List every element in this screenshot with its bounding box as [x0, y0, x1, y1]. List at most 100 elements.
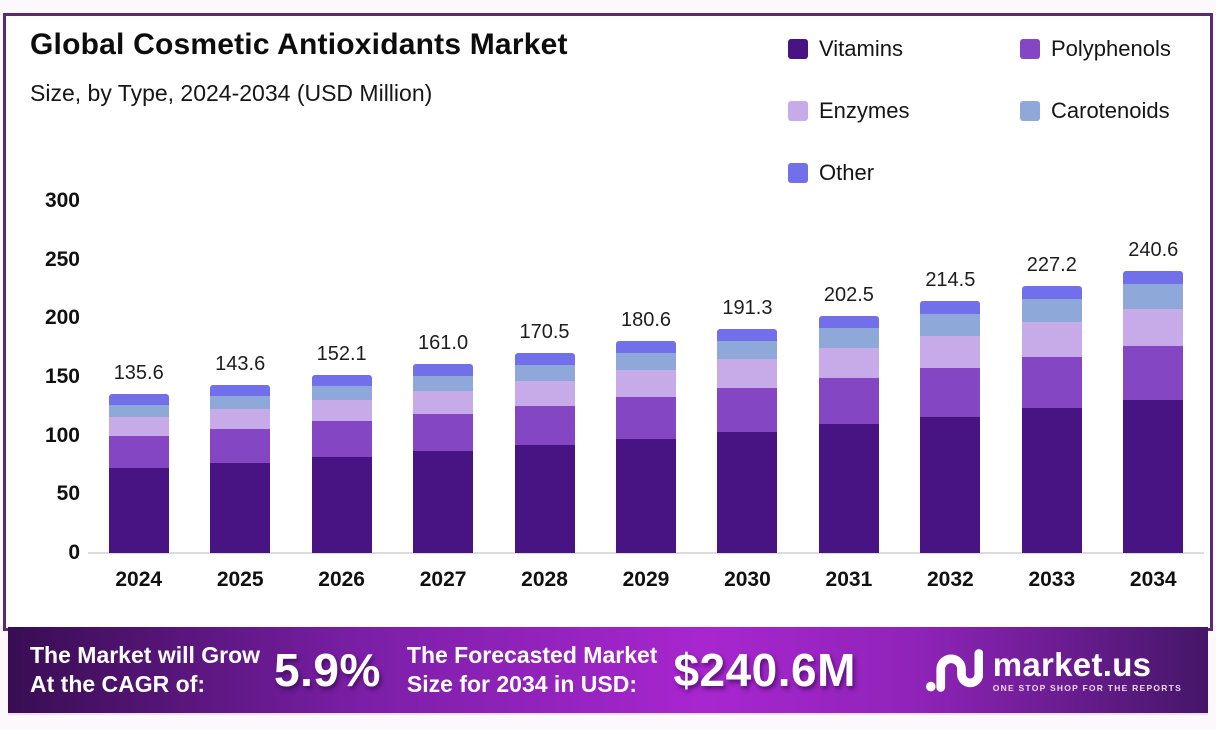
cagr-label: The Market will Grow At the CAGR of: [30, 641, 260, 700]
segment-carotenoids-2029 [615, 353, 676, 371]
y-axis-tick-label: 150 [44, 365, 80, 388]
segment-enzymes-2031 [818, 347, 879, 379]
x-axis-label-2030: 2030 [724, 568, 771, 591]
x-axis-label-2029: 2029 [622, 568, 670, 591]
legend-item-polyphenols: Polyphenols [1020, 36, 1171, 62]
segment-enzymes-2027 [413, 390, 474, 414]
segment-polyphenols-2032 [920, 368, 981, 417]
legend-label: Carotenoids [1051, 98, 1170, 123]
bar-chart-plot-area: 135.6 143.6 152.1 161.0 170.5 180.6 191.3 202.5… [88, 170, 1204, 553]
segment-enzymes-2028 [514, 380, 575, 406]
bar-slot-2029: 180.6 [595, 170, 696, 553]
segment-other-2032 [920, 301, 981, 315]
page-title: Global Cosmetic Antioxidants Market [30, 28, 568, 61]
bar-2029 [615, 341, 676, 553]
segment-enzymes-2029 [615, 370, 676, 397]
segment-vitamins-2032 [920, 416, 981, 553]
segment-enzymes-2033 [1021, 322, 1082, 358]
legend-swatch-polyphenols [1020, 39, 1040, 59]
legend-item-other: Other [788, 160, 1020, 186]
segment-vitamins-2027 [413, 451, 474, 553]
bar-2030 [717, 328, 778, 553]
segment-enzymes-2034 [1123, 308, 1184, 346]
x-axis-label-2028: 2028 [521, 568, 568, 591]
x-axis-label-2031: 2031 [825, 568, 873, 591]
bar-value-label: 161.0 [418, 332, 469, 355]
y-axis-tick-label: 200 [44, 306, 80, 330]
cagr-label-line1: The Market will Grow [30, 641, 261, 668]
x-axis-label-2027: 2027 [419, 568, 467, 591]
legend-label: Other [819, 160, 875, 185]
segment-carotenoids-2030 [717, 340, 778, 360]
legend-label: Polyphenols [1051, 36, 1171, 61]
legend: Vitamins Polyphenols Enzymes Carotenoids… [788, 36, 1171, 186]
forecast-value: $240.6M [673, 644, 856, 696]
brand-name: market.us [992, 645, 1152, 683]
segment-carotenoids-2034 [1123, 283, 1184, 309]
bar-slot-2032: 214.5 [900, 170, 1001, 553]
cagr-value: 5.9% [274, 644, 381, 696]
bar-value-label: 191.3 [722, 296, 773, 319]
legend-swatch-carotenoids [1020, 101, 1040, 121]
bar-2025 [210, 384, 271, 553]
forecast-label-line2: Size for 2034 in USD: [406, 671, 637, 697]
y-axis-tick-label: 100 [44, 423, 80, 447]
segment-polyphenols-2031 [818, 378, 879, 425]
page-subtitle: Size, by Type, 2024-2034 (USD Million) [30, 80, 433, 106]
y-axis-tick-label: 0 [68, 541, 80, 564]
x-axis-label-2024: 2024 [115, 568, 163, 591]
segment-other-2029 [615, 341, 676, 354]
bar-slot-2033: 227.2 [1001, 170, 1102, 553]
bar-2031 [818, 315, 879, 553]
segment-vitamins-2033 [1021, 408, 1082, 553]
bar-slot-2028: 170.5 [494, 170, 595, 553]
legend-item-vitamins: Vitamins [788, 36, 1020, 62]
segment-polyphenols-2033 [1021, 357, 1082, 409]
legend-label: Vitamins [819, 36, 903, 61]
segment-carotenoids-2026 [311, 385, 372, 400]
bar-value-label: 143.6 [215, 352, 266, 375]
bar-slot-2030: 191.3 [697, 170, 798, 553]
legend-swatch-enzymes [788, 101, 808, 121]
legend-item-carotenoids: Carotenoids [1020, 98, 1171, 124]
segment-polyphenols-2034 [1123, 345, 1184, 400]
segment-carotenoids-2031 [818, 327, 879, 348]
x-axis-label-2034: 2034 [1129, 568, 1177, 591]
forecast-label: The Forecasted Market Size for 2034 in U… [407, 641, 658, 700]
bar-2027 [413, 364, 474, 553]
segment-polyphenols-2027 [413, 413, 474, 452]
cagr-label-line2: At the CAGR of: [30, 671, 206, 697]
segment-vitamins-2029 [615, 438, 676, 553]
market-us-logo-icon [925, 649, 983, 692]
x-axis: 2024 2025 2026 2027 2028 2029 2030 2031 2032 2033… [88, 568, 1204, 592]
legend-label: Enzymes [819, 98, 910, 123]
segment-enzymes-2030 [717, 359, 778, 388]
x-axis-label-2026: 2026 [318, 568, 365, 591]
segment-enzymes-2026 [311, 399, 372, 422]
footer-banner: The Market will Grow At the CAGR of: 5.9… [8, 627, 1208, 715]
bar-2033 [1021, 286, 1082, 553]
bar-value-label: 135.6 [113, 361, 164, 384]
bar-value-label: 180.6 [620, 309, 672, 332]
segment-vitamins-2030 [717, 431, 778, 553]
bar-slot-2031: 202.5 [798, 170, 899, 553]
segment-vitamins-2031 [818, 424, 879, 553]
chart-frame [3, 13, 1213, 631]
bar-slot-2025: 143.6 [189, 170, 290, 553]
segment-carotenoids-2032 [920, 314, 981, 336]
bar-value-label: 152.1 [316, 342, 367, 365]
segment-enzymes-2025 [210, 408, 271, 430]
legend-item-enzymes: Enzymes [788, 98, 1020, 124]
segment-other-2030 [717, 328, 778, 341]
segment-other-2025 [210, 384, 271, 396]
bar-2024 [108, 393, 169, 553]
brand-tagline: ONE STOP SHOP FOR THE REPORTS [992, 682, 1182, 693]
segment-other-2033 [1021, 286, 1082, 300]
bar-slot-2026: 152.1 [291, 170, 392, 553]
bar-slot-2027: 161.0 [392, 170, 493, 553]
bar-value-label: 170.5 [519, 320, 570, 343]
bar-slot-2034: 240.6 [1103, 170, 1204, 553]
segment-other-2028 [514, 352, 575, 365]
segment-vitamins-2028 [514, 445, 575, 553]
brand-text: market.us ONE STOP SHOP FOR THE REPORTS [993, 648, 1182, 693]
